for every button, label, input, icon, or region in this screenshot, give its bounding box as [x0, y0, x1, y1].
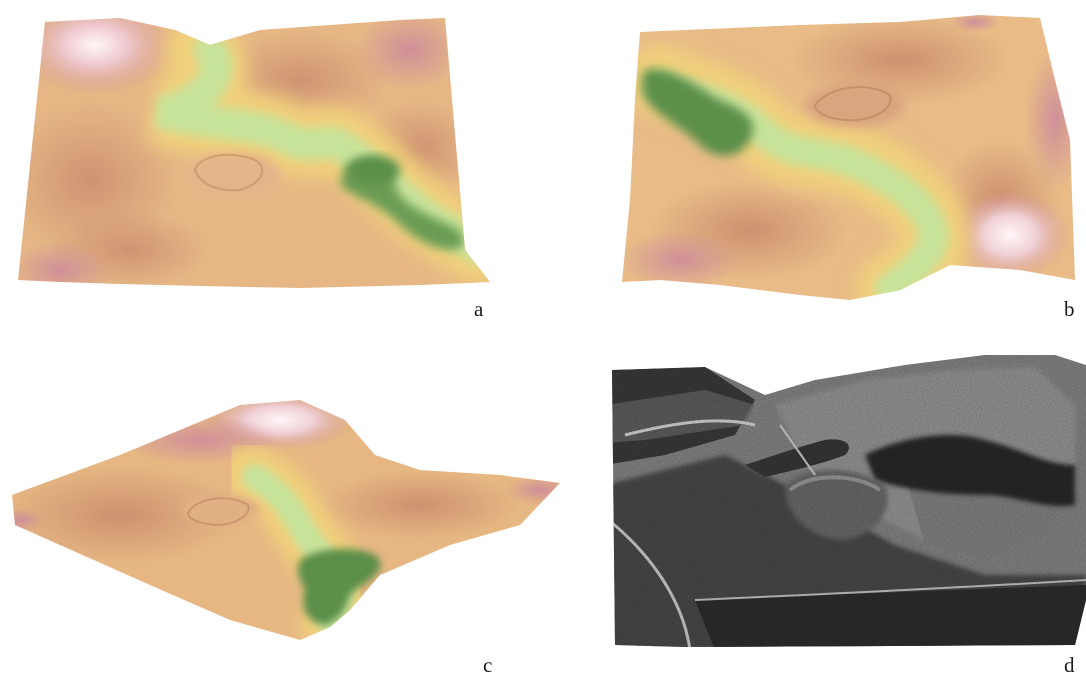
terrain-surface-c — [12, 400, 560, 640]
terrain-panel-a — [0, 0, 500, 300]
aerial-photo-panel-d — [605, 345, 1086, 650]
terrain-panel-c — [0, 395, 570, 675]
aerial-photograph — [612, 355, 1086, 647]
panel-label-c: c — [483, 653, 493, 677]
panel-label-b: b — [1064, 297, 1075, 321]
panel-label-d: d — [1064, 653, 1075, 677]
panel-label-a: a — [474, 297, 484, 321]
terrain-surface-b — [622, 15, 1075, 300]
terrain-surface-a — [18, 18, 490, 288]
terrain-panel-b — [600, 0, 1086, 310]
